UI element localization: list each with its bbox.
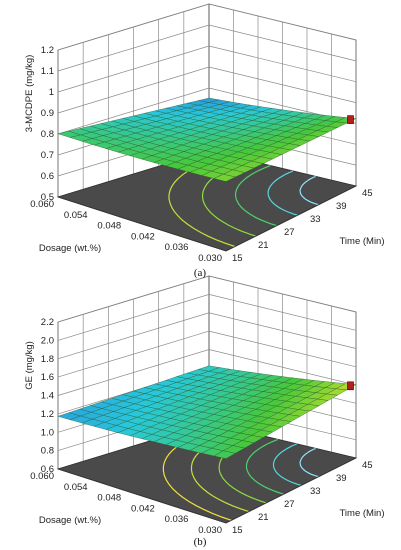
contour-line	[267, 170, 298, 216]
z-tick-label: 0.8	[41, 446, 54, 457]
dosage-tick-label: 0.054	[64, 482, 88, 493]
time-tick-label: 33	[310, 214, 321, 225]
z-tick-label: 1.0	[41, 427, 54, 438]
time-tick-label: 21	[258, 240, 269, 251]
time-tick-label: 45	[362, 188, 373, 199]
dosage-tick-label: 0.048	[97, 221, 121, 232]
dosage-axis-line	[57, 468, 227, 524]
time-tick-label: 15	[232, 525, 243, 536]
z-tick-label: 0.9	[41, 108, 54, 119]
z-axis-label: GE (mg/kg)	[24, 341, 35, 390]
dosage-tick-label: 0.030	[198, 253, 222, 264]
z-tick-label: 1	[49, 87, 54, 98]
z-gridline	[57, 275, 357, 323]
z-tick-label: 2.0	[41, 335, 54, 346]
dosage-tick-label: 0.054	[64, 210, 88, 221]
contour-line	[272, 443, 302, 486]
time-tick-label: 39	[336, 473, 347, 484]
dosage-axis-label: Dosage (wt.%)	[39, 243, 101, 254]
z-tick-label: 2.2	[41, 317, 54, 328]
z-tick-label: 1.2	[41, 45, 54, 56]
time-axis-line	[225, 185, 357, 252]
dosage-tick-label: 0.042	[131, 503, 155, 514]
time-tick-label: 15	[232, 253, 243, 264]
dosage-axis-line	[57, 196, 227, 252]
z-tick-label: 1.8	[41, 354, 54, 365]
time-axis-label: Time (Min)	[339, 508, 384, 519]
z-gridline	[57, 24, 357, 72]
z-tick-label: 1.6	[41, 372, 54, 383]
contour-line	[235, 165, 277, 227]
z-tick-label: 0.6	[41, 464, 54, 475]
dosage-tick-label: 0.060	[30, 471, 54, 482]
z-tick-label: 1.2	[41, 409, 54, 420]
surface-patch	[213, 174, 236, 182]
time-tick-label: 27	[284, 227, 295, 238]
z-tick-label: 0.7	[41, 150, 54, 161]
z-gridline	[57, 45, 357, 93]
contour-line	[299, 175, 319, 206]
dosage-tick-label: 0.048	[97, 493, 121, 504]
dosage-tick-label: 0.036	[165, 242, 189, 253]
contour-line	[299, 447, 319, 478]
surface-patch	[213, 450, 236, 459]
z-tick-label: 1.4	[41, 391, 54, 402]
dosage-axis-label: Dosage (wt.%)	[39, 515, 101, 526]
panel-b-surface-plot: 0.6 0.8 1.0 1.2 1.4 1.6 1.8 2.0 2.2 0.030 0.036 0.0…	[24, 275, 385, 536]
panel-a-surface-plot: 0.5 0.6 0.7 0.8 0.9 1 1.1 1.2 0.030 0.036 0.042 0.0…	[24, 3, 385, 264]
time-tick-label: 27	[284, 499, 295, 510]
dosage-tick-label: 0.036	[165, 514, 189, 525]
z-tick-label: 0.8	[41, 129, 54, 140]
panel-b-label: (b)	[194, 536, 207, 548]
dosage-tick-label: 0.042	[131, 231, 155, 242]
z-tick-label: 0.6	[41, 171, 54, 182]
z-axis-label: 3-MCDPE (mg/kg)	[24, 55, 35, 133]
dosage-tick-label: 0.030	[198, 525, 222, 536]
z-gridline	[57, 3, 357, 51]
z-tick-label: 0.5	[41, 192, 54, 203]
time-axis-line	[225, 457, 357, 524]
design-point-marker	[347, 381, 354, 391]
contour-line	[245, 438, 284, 495]
design-point-marker	[347, 115, 354, 124]
dosage-tick-label: 0.060	[30, 199, 54, 210]
time-tick-label: 33	[310, 486, 321, 497]
time-tick-label: 45	[362, 460, 373, 471]
time-axis-label: Time (Min)	[339, 236, 384, 247]
time-tick-label: 21	[258, 512, 269, 523]
time-tick-label: 39	[336, 201, 347, 212]
z-tick-label: 1.1	[41, 66, 54, 77]
panel-a-label: (a)	[194, 267, 207, 279]
